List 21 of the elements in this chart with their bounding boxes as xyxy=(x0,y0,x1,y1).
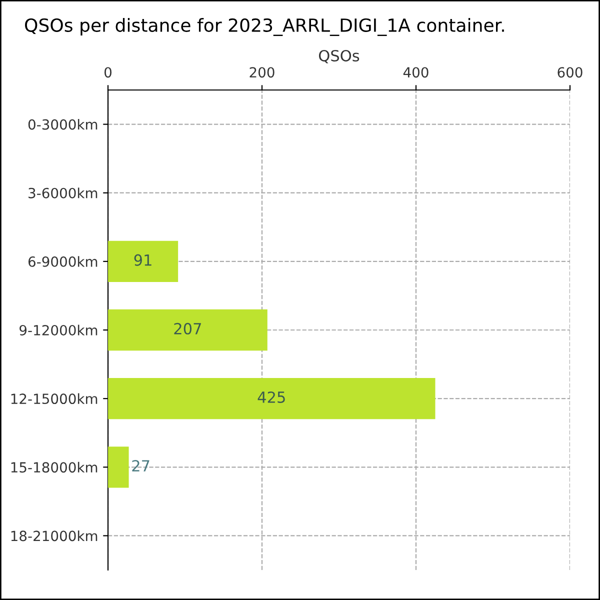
x-tick-label: 600 xyxy=(558,67,582,78)
data-label: 91 xyxy=(134,254,152,266)
y-tick-label: 15-18000km xyxy=(11,462,98,473)
bar xyxy=(108,378,436,420)
x-tick-label: 0 xyxy=(104,67,112,78)
x-axis-title: QSOs xyxy=(319,50,360,64)
y-tick-label: 9-12000km xyxy=(20,324,98,336)
data-label: 207 xyxy=(174,322,201,334)
x-tick-label: 400 xyxy=(403,67,428,78)
data-label: 27 xyxy=(132,460,150,472)
y-tick-label: 6-9000km xyxy=(28,256,98,267)
y-tick-label: 12-15000km xyxy=(11,393,98,404)
x-tick-label: 200 xyxy=(250,67,274,78)
chart-title: QSOs per distance for 2023_ARRL_DIGI_1A container. xyxy=(25,18,504,36)
bar xyxy=(108,309,268,351)
data-label: 425 xyxy=(258,391,285,404)
bar xyxy=(108,240,178,282)
y-tick-label: 0-3000km xyxy=(28,119,98,130)
y-tick-label: 3-6000km xyxy=(28,188,98,198)
y-tick-label: 18-21000km xyxy=(11,530,98,542)
bar xyxy=(108,446,129,488)
